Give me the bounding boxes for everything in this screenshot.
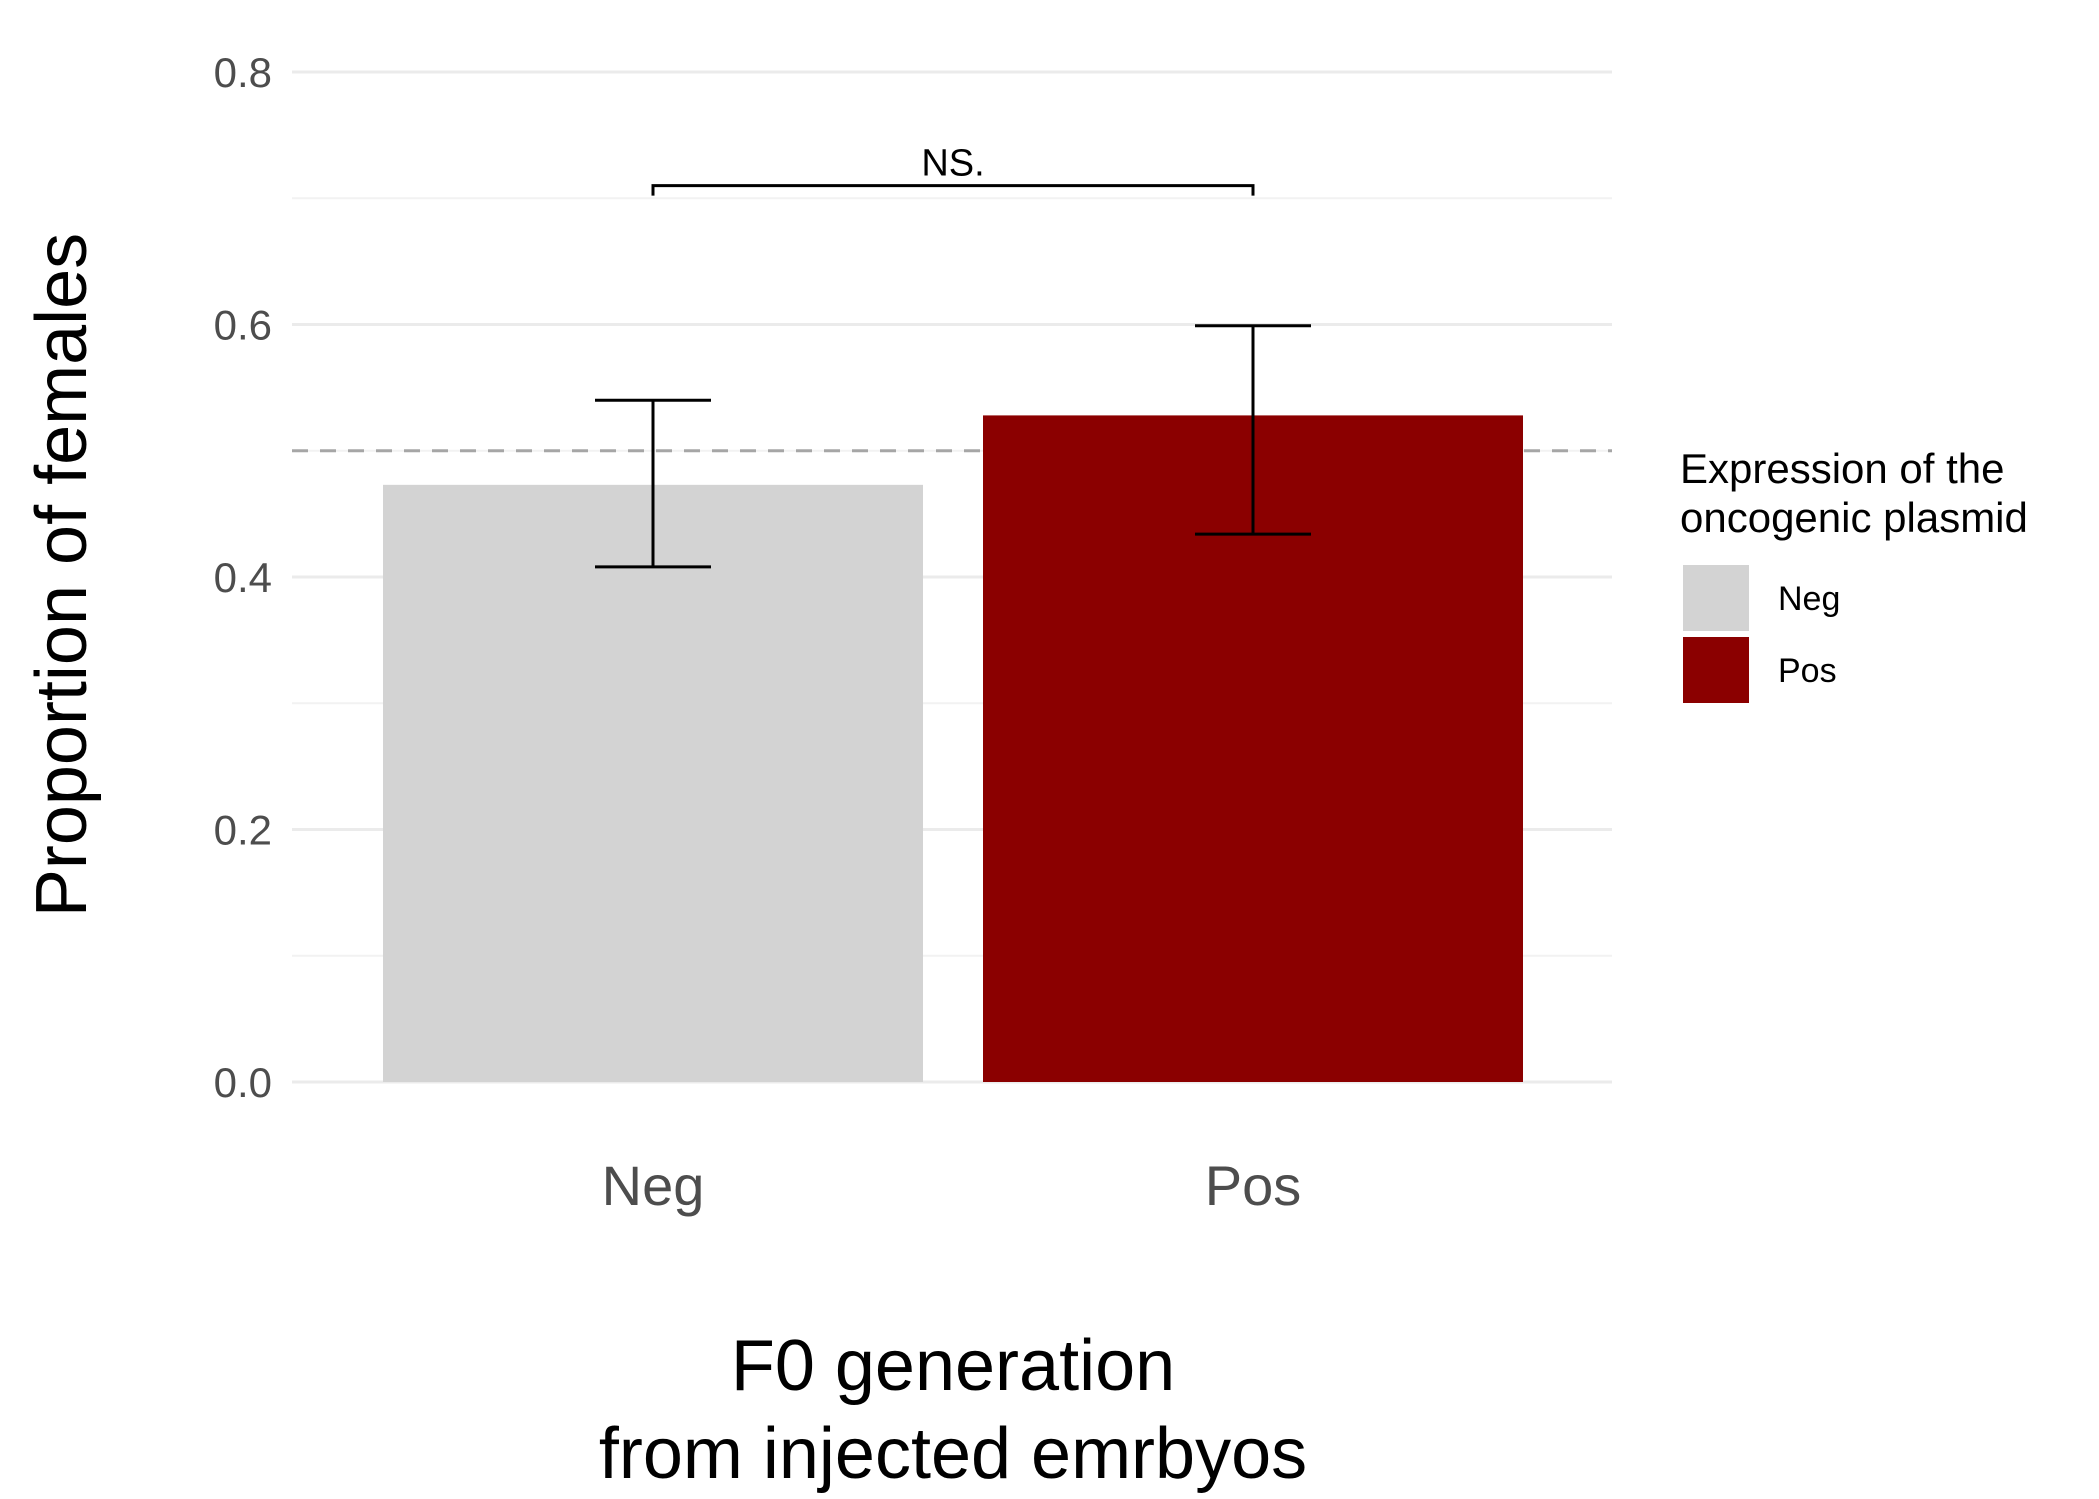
legend-label-pos: Pos bbox=[1778, 652, 1837, 690]
error-bars bbox=[595, 324, 1311, 569]
y-axis-tick-labels: 0.0 0.2 0.4 0.6 0.8 bbox=[214, 49, 272, 1106]
legend-entries: Neg Pos bbox=[1683, 565, 1840, 703]
legend-swatch-neg bbox=[1683, 565, 1749, 631]
x-axis-title-line-1: F0 generation bbox=[731, 1326, 1175, 1406]
legend-swatch-pos bbox=[1683, 637, 1749, 703]
legend-label-neg: Neg bbox=[1778, 580, 1840, 618]
y-tick-label-0: 0.0 bbox=[214, 1059, 272, 1106]
y-tick-label-3: 0.6 bbox=[214, 302, 272, 349]
legend-title-line-1: Expression of the bbox=[1680, 445, 2005, 492]
y-tick-label-4: 0.8 bbox=[214, 49, 272, 96]
significance-label: NS. bbox=[921, 143, 984, 185]
legend: Expression of the oncogenic plasmid Neg P… bbox=[1680, 445, 2028, 703]
x-axis-title-line-2: from injected emrbyos bbox=[599, 1414, 1307, 1494]
x-axis-tick-labels: Neg Pos bbox=[602, 1154, 1302, 1217]
x-tick-label-neg: Neg bbox=[602, 1154, 705, 1217]
x-tick-label-pos: Pos bbox=[1205, 1154, 1302, 1217]
bar-neg bbox=[383, 484, 923, 1082]
legend-title-line-2: oncogenic plasmid bbox=[1680, 494, 2028, 541]
significance-bracket: NS. bbox=[651, 143, 1255, 196]
y-tick-label-1: 0.2 bbox=[214, 807, 272, 854]
bars bbox=[383, 415, 1523, 1082]
y-tick-label-2: 0.4 bbox=[214, 554, 272, 601]
y-axis-title: Proportion of females bbox=[22, 233, 102, 917]
significance-bracket-line bbox=[651, 184, 1255, 196]
